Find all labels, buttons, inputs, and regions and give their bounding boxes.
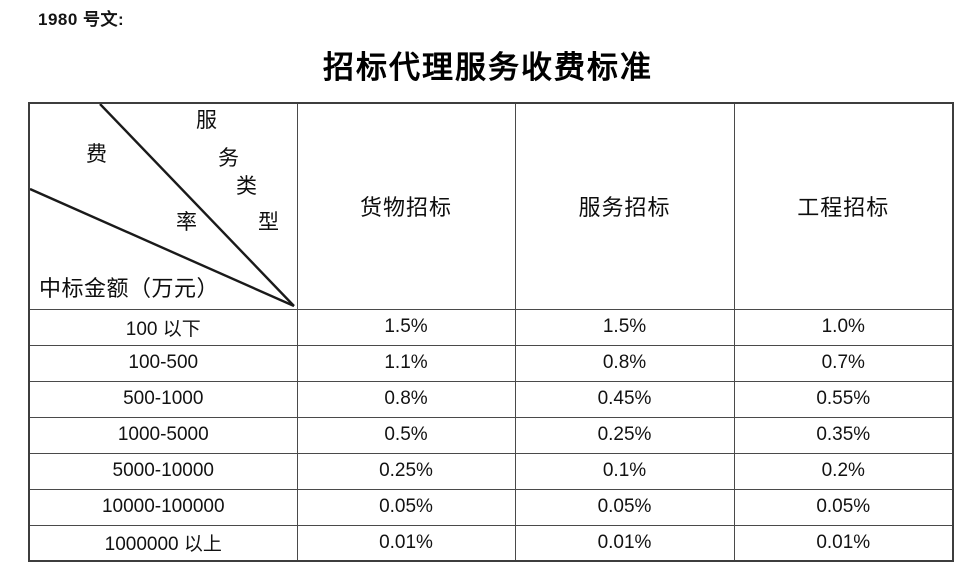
rate-cell: 0.2% bbox=[733, 452, 954, 490]
rate-cell: 1.1% bbox=[296, 344, 516, 382]
diagonal-divider-lines bbox=[30, 104, 295, 307]
rate-cell: 0.01% bbox=[733, 524, 954, 562]
rate-cell: 1.5% bbox=[296, 308, 516, 346]
rate-cell: 0.35% bbox=[733, 416, 954, 454]
document-ref-number: 1980 号文: bbox=[38, 10, 125, 29]
corner-label-service-type-char: 务 bbox=[218, 146, 239, 170]
rate-cell: 0.05% bbox=[733, 488, 954, 526]
table-header-row: 服 务 类 型 费 率 中标金额（万元） 货物招标 服务招标 工程招标 bbox=[28, 102, 954, 310]
corner-label-fee-rate-char: 率 bbox=[176, 210, 197, 234]
rate-cell: 0.55% bbox=[733, 380, 954, 418]
amount-range-cell: 1000000 以上 bbox=[28, 524, 298, 562]
amount-range-cell: 5000-10000 bbox=[28, 452, 298, 490]
column-header-engineering: 工程招标 bbox=[733, 102, 954, 310]
table-row: 10000-100000 0.05% 0.05% 0.05% bbox=[28, 488, 954, 526]
amount-range-cell: 100 以下 bbox=[28, 308, 298, 346]
table-row: 1000-5000 0.5% 0.25% 0.35% bbox=[28, 416, 954, 454]
rate-cell: 0.25% bbox=[514, 416, 735, 454]
rate-cell: 0.8% bbox=[514, 344, 735, 382]
amount-range-cell: 10000-100000 bbox=[28, 488, 298, 526]
corner-label-fee-rate-char: 费 bbox=[86, 142, 107, 166]
rate-cell: 0.05% bbox=[296, 488, 516, 526]
rate-cell: 0.05% bbox=[514, 488, 735, 526]
rate-cell: 0.5% bbox=[296, 416, 516, 454]
table-row: 500-1000 0.8% 0.45% 0.55% bbox=[28, 380, 954, 418]
table-row: 1000000 以上 0.01% 0.01% 0.01% bbox=[28, 524, 954, 562]
rate-cell: 0.7% bbox=[733, 344, 954, 382]
column-header-goods: 货物招标 bbox=[296, 102, 516, 310]
corner-label-amount: 中标金额（万元） bbox=[39, 275, 220, 301]
rate-cell: 0.1% bbox=[514, 452, 735, 490]
corner-label-service-type-char: 类 bbox=[236, 174, 257, 198]
table-row: 100 以下 1.5% 1.5% 1.0% bbox=[28, 308, 954, 346]
rate-cell: 0.01% bbox=[296, 524, 516, 562]
page-title: 招标代理服务收费标准 bbox=[323, 50, 653, 85]
corner-label-service-type-char: 型 bbox=[258, 210, 279, 234]
rate-cell: 1.5% bbox=[514, 308, 735, 346]
rate-cell: 1.0% bbox=[733, 308, 954, 346]
rate-cell: 0.01% bbox=[514, 524, 735, 562]
amount-range-cell: 1000-5000 bbox=[28, 416, 298, 454]
corner-label-service-type-char: 服 bbox=[196, 108, 217, 132]
column-header-services: 服务招标 bbox=[514, 102, 735, 310]
amount-range-cell: 100-500 bbox=[28, 344, 298, 382]
diagonal-corner-cell: 服 务 类 型 费 率 中标金额（万元） bbox=[28, 102, 298, 310]
amount-range-cell: 500-1000 bbox=[28, 380, 298, 418]
rate-cell: 0.8% bbox=[296, 380, 516, 418]
fee-standard-table: 服 务 类 型 费 率 中标金额（万元） 货物招标 服务招标 工程招标 100 … bbox=[28, 102, 954, 562]
rate-cell: 0.25% bbox=[296, 452, 516, 490]
table-row: 100-500 1.1% 0.8% 0.7% bbox=[28, 344, 954, 382]
table-row: 5000-10000 0.25% 0.1% 0.2% bbox=[28, 452, 954, 490]
rate-cell: 0.45% bbox=[514, 380, 735, 418]
